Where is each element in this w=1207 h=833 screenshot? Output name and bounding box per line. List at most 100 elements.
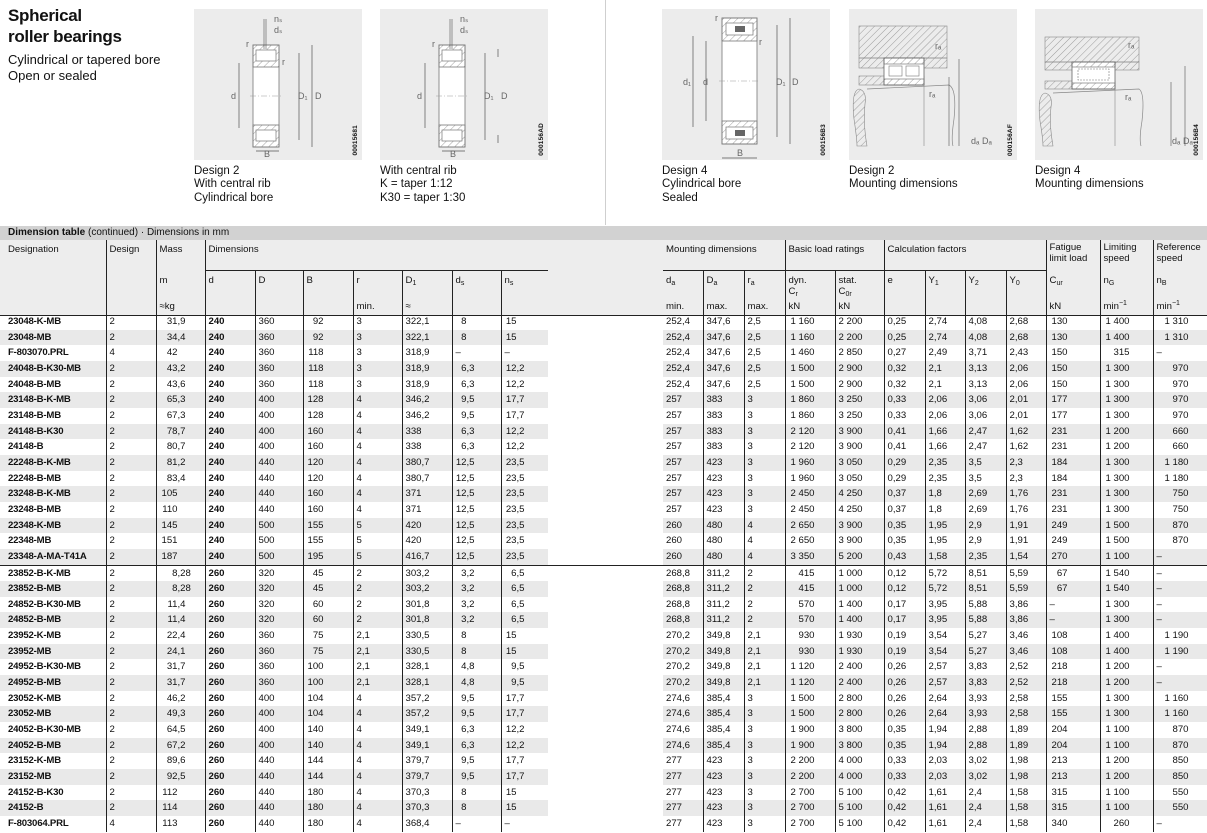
cell-nB: – (1152, 675, 1207, 691)
sym-r: r (352, 270, 402, 300)
cell-ra: 2,5 (743, 314, 785, 330)
cell-Y2: 5,27 (964, 643, 1006, 660)
cell-da: 270,2 (666, 630, 691, 642)
label-r: r (282, 57, 285, 67)
cell-r: 3 (352, 314, 402, 330)
cell-mass: 187 (155, 548, 205, 565)
table-row: 24952-B-K30-MB 2 31,7 260 360 100 2,1 328,1 4,8 9… (0, 659, 1207, 676)
cell-Y0: 1,89 (1005, 722, 1046, 738)
cell-D: 360 (254, 628, 303, 644)
cell-nB: – (1152, 564, 1207, 582)
cell-B: 144 (302, 753, 353, 770)
cell-ds: 12,5 (451, 501, 501, 518)
cell-ns: 12,2 (500, 423, 548, 440)
cell-ds: 9,5 (451, 407, 501, 424)
cell-r: 3 (352, 360, 402, 377)
cell-Da: 347,6 (702, 329, 744, 346)
cell-r: 4 (352, 470, 402, 487)
sym-nB: nB (1152, 270, 1207, 300)
cell-r: 4 (352, 407, 402, 424)
cell-Cr: 2 120 (784, 439, 835, 455)
page-divider (605, 0, 606, 225)
cell-Da: 423 (702, 454, 744, 471)
cell-Y2: 4,08 (964, 329, 1006, 346)
cell-D: 400 (254, 392, 303, 408)
cell-C0r: 5 100 (834, 784, 884, 801)
label-r: r (246, 39, 249, 49)
cell-ns: 9,5 (500, 675, 548, 691)
cell-d: 240 (204, 329, 255, 346)
label-ns: nₛ (274, 14, 282, 24)
mounting-drawing-design-2: rₐ rₐ dₐ Dₐ 000156AF (849, 9, 1017, 160)
cell-ra: 3 (743, 737, 785, 754)
cell-Cr: 415 (784, 581, 835, 597)
cell-d: 240 (204, 486, 255, 502)
cell-Cur: 231 (1045, 423, 1100, 440)
cell-e: 0,43 (883, 548, 925, 565)
cell-design: 2 (105, 753, 156, 770)
label-Da: Dₐ (1183, 136, 1193, 146)
cell-ra: 2 (743, 596, 785, 613)
cell-Da: 423 (702, 800, 744, 816)
cell-d: 240 (204, 501, 255, 518)
cell-Cr: 2 200 (784, 769, 835, 785)
cell-designation: 24052-B-K30-MB (8, 724, 81, 736)
cell-e: 0,25 (883, 314, 925, 330)
cell-B: 155 (302, 517, 353, 534)
cell-e: 0,26 (883, 706, 925, 723)
cell-Cr: 1 120 (784, 659, 835, 676)
cell-D: 360 (254, 360, 303, 377)
cell-design: 2 (105, 314, 156, 330)
cell-designation: 23052-MB (0, 706, 106, 723)
cell-Cr: 1 120 (784, 675, 835, 691)
cell-Da: 423 (702, 501, 744, 518)
cell-Y1: 2,1 (924, 360, 965, 377)
caption-line: With central rib (194, 178, 271, 191)
cell-Y2: 3,13 (964, 360, 1006, 377)
cell-D1: 318,9 (401, 360, 452, 377)
cell-da: 252,4 (666, 378, 691, 390)
cell-ds: 12,5 (451, 470, 501, 487)
unit-empty (302, 300, 353, 316)
cell-Y1: 2,35 (924, 470, 965, 487)
cell-D1: 416,7 (401, 548, 452, 565)
cell-mass: 11,4 (155, 612, 205, 629)
cell-ds: 8 (451, 329, 501, 346)
cell-da: 277 (663, 769, 703, 785)
cell-da: 274,6 (663, 706, 703, 723)
cell-e: 0,17 (883, 596, 925, 613)
cell-Da: 311,2 (702, 581, 744, 597)
cell-ns: 17,7 (500, 753, 548, 770)
cell-Cr: 415 (784, 564, 835, 582)
cell-designation: F-803070.PRL (8, 347, 69, 359)
cell-Y1: 2,57 (924, 659, 965, 676)
cell-ra: 3 (743, 454, 785, 471)
sym-D: D (254, 270, 303, 300)
cell-B: 104 (302, 690, 353, 707)
cell-mass: 67,3 (155, 407, 205, 424)
cell-D1: 330,5 (401, 628, 452, 644)
caption-line: Mounting dimensions (1035, 178, 1144, 191)
cell-design: 2 (105, 392, 156, 408)
cell-d: 240 (204, 470, 255, 487)
cell-nG: 1 200 (1099, 659, 1153, 676)
cell-da: 277 (666, 786, 683, 798)
cell-B: 140 (302, 737, 353, 754)
cell-Y0: 1,91 (1005, 533, 1046, 549)
cell-r: 4 (352, 816, 402, 832)
spacer (548, 706, 663, 722)
cell-nG: 1 500 (1099, 533, 1153, 549)
cell-d: 240 (204, 360, 255, 377)
cell-Cr: 1 500 (784, 706, 835, 723)
figure-caption: With central rib K = taper 1:12 K30 = ta… (380, 165, 465, 205)
cell-d: 240 (204, 392, 255, 408)
cell-d: 260 (204, 643, 255, 660)
cell-C0r: 3 900 (834, 439, 884, 455)
cell-mass: 78,7 (155, 423, 205, 440)
cell-nG: 1 200 (1099, 753, 1153, 770)
cell-da: 257 (666, 441, 683, 453)
caption-line: Design 2 (194, 165, 240, 177)
cell-C0r: 4 250 (834, 501, 884, 518)
cell-ds: 12,5 (451, 486, 501, 502)
spacer (548, 644, 663, 660)
